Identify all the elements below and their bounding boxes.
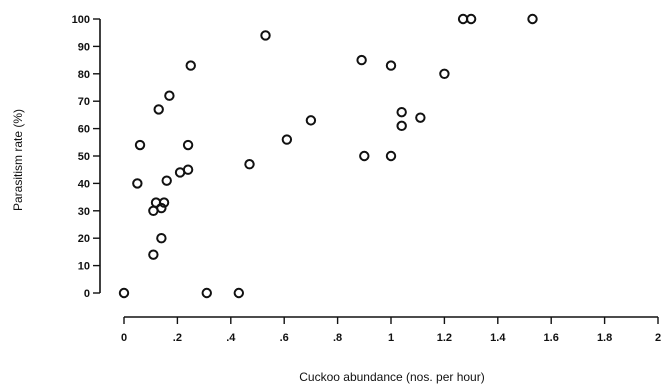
data-point bbox=[356, 54, 367, 66]
x-tick-label: .6 bbox=[280, 332, 289, 344]
x-tick-label: 1.8 bbox=[597, 332, 612, 344]
y-tick-label: 40 bbox=[78, 178, 90, 190]
y-tick-label: 70 bbox=[78, 96, 90, 108]
x-axis-title: Cuckoo abundance (nos. per hour) bbox=[299, 370, 484, 384]
data-point bbox=[385, 60, 397, 71]
data-point bbox=[164, 90, 175, 101]
data-point bbox=[201, 287, 212, 299]
data-point bbox=[305, 115, 317, 126]
y-tick-label: 60 bbox=[78, 124, 90, 136]
data-point bbox=[148, 249, 159, 260]
x-tick-label: 2 bbox=[655, 332, 661, 344]
data-point bbox=[118, 287, 130, 299]
data-point bbox=[156, 233, 167, 244]
x-tick-label: 1.6 bbox=[544, 332, 559, 344]
y-tick-label: 90 bbox=[78, 41, 90, 53]
axes: 0 10 20 30 40 50 60 70 80 90 100 0 .2 .4 .6 .8 1 1.2 1.4 1.… bbox=[72, 14, 661, 344]
y-tick-label: 0 bbox=[84, 288, 90, 300]
x-tick-label: 1.2 bbox=[437, 332, 452, 344]
data-point bbox=[527, 13, 538, 25]
data-point bbox=[260, 30, 271, 41]
data-point bbox=[233, 287, 245, 299]
data-point bbox=[156, 202, 167, 214]
data-point bbox=[396, 106, 407, 118]
x-tick-label: .8 bbox=[333, 332, 342, 344]
data-point bbox=[465, 13, 477, 25]
data-point bbox=[182, 164, 194, 175]
data-point bbox=[153, 104, 164, 115]
x-tick-label: 1 bbox=[388, 332, 394, 344]
data-point bbox=[385, 150, 397, 162]
y-axis-title: Parasitism rate (%) bbox=[11, 109, 25, 211]
data-point bbox=[185, 60, 196, 71]
data-point bbox=[132, 178, 143, 189]
x-tick-label: .2 bbox=[173, 332, 182, 344]
y-tick-label: 20 bbox=[78, 233, 90, 245]
data-points bbox=[118, 13, 538, 299]
data-point bbox=[396, 120, 407, 132]
y-tick-label: 30 bbox=[78, 206, 90, 218]
data-point bbox=[161, 175, 172, 186]
y-tick-label: 100 bbox=[72, 14, 90, 26]
y-tick-label: 10 bbox=[78, 261, 90, 273]
y-tick-label: 80 bbox=[78, 69, 90, 81]
x-tick-label: 1.4 bbox=[490, 332, 506, 344]
data-point bbox=[244, 159, 255, 170]
x-tick-label: 0 bbox=[121, 332, 127, 344]
data-point bbox=[182, 139, 194, 151]
y-tick-label: 50 bbox=[78, 151, 90, 163]
x-tick-label: .4 bbox=[226, 332, 236, 344]
data-point bbox=[359, 150, 370, 162]
data-point bbox=[134, 139, 146, 151]
data-point bbox=[281, 134, 293, 145]
data-point bbox=[439, 68, 450, 80]
data-point bbox=[415, 112, 426, 123]
data-point bbox=[158, 197, 170, 208]
